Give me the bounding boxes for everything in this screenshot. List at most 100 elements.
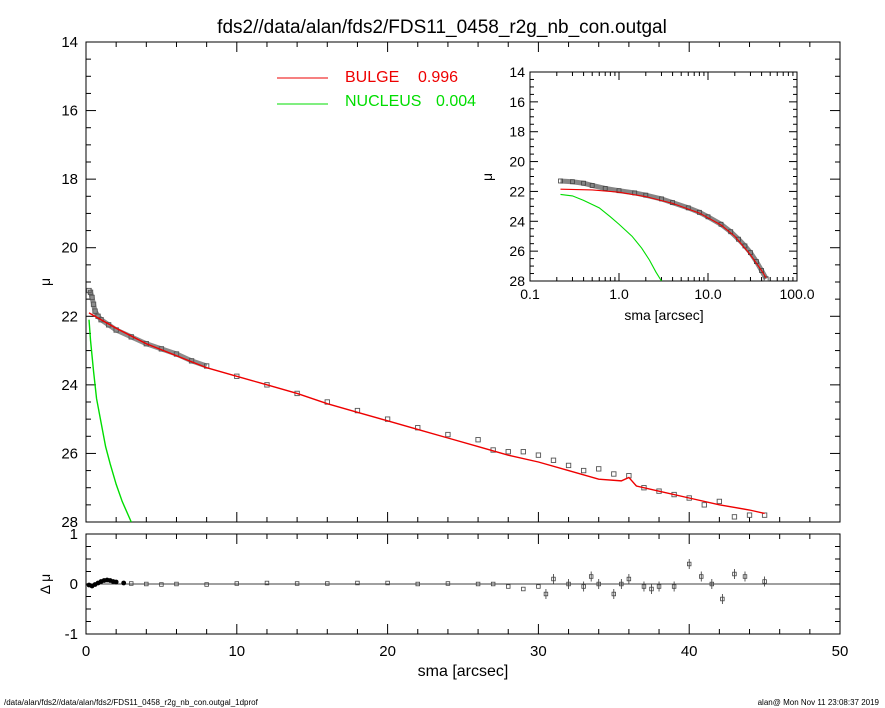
residual-point	[543, 591, 549, 597]
residual-point	[325, 581, 330, 586]
inset-plot-frame	[529, 71, 798, 282]
residual-x-axis-label: sma [arcsec]	[418, 663, 509, 680]
inset-panel: 14 16 18 20 22 24 26 28 0.1 1.0 10.0 100.0 μ sma […	[479, 64, 815, 323]
residual-ticks	[85, 533, 841, 635]
residual-point	[415, 581, 420, 587]
chart-title: fds2//data/alan/fds2/FDS11_0458_r2g_nb_c…	[217, 17, 667, 38]
main-y-tick-label: 20	[61, 240, 78, 257]
main-y-tick-labels: 14 16 18 20 22 24 26 28	[61, 34, 78, 531]
residual-point	[641, 584, 647, 589]
inset-x-tick-labels: 0.1 1.0 10.0 100.0	[520, 286, 814, 302]
residual-point	[581, 584, 586, 589]
residual-point	[671, 584, 677, 589]
legend: BULGE 0.996 NUCLEUS 0.004	[277, 69, 476, 110]
main-y-tick-label: 14	[61, 34, 78, 51]
main-y-tick-label: 18	[61, 171, 78, 188]
residual-points	[86, 559, 767, 604]
residual-point	[129, 581, 134, 586]
main-y-tick-label: 24	[61, 377, 78, 394]
residual-point	[475, 581, 481, 587]
main-observed-point	[143, 341, 149, 347]
main-y-axis-label: μ	[37, 278, 53, 286]
residual-point	[490, 581, 496, 587]
residual-point	[732, 571, 737, 577]
residual-point	[720, 596, 725, 602]
main-observed-point	[520, 449, 526, 455]
residual-point	[521, 586, 526, 592]
main-y-tick-label: 22	[61, 308, 78, 325]
residual-point	[687, 561, 692, 567]
inset-observed-point	[589, 183, 595, 188]
residual-point	[264, 580, 270, 586]
residual-point	[619, 581, 624, 587]
main-observed-point	[746, 512, 753, 518]
residual-point	[762, 579, 767, 584]
main-observed-point	[90, 301, 97, 307]
inset-observed-point	[581, 180, 586, 186]
main-observed-point	[701, 502, 707, 508]
residual-point	[174, 581, 179, 587]
residual-point	[611, 591, 616, 597]
inset-y-tick-label: 26	[509, 243, 525, 259]
residual-point	[626, 576, 632, 582]
legend-nucleus-name: NUCLEUS	[345, 93, 421, 110]
residual-point	[506, 584, 511, 589]
main-model-series	[88, 312, 765, 523]
inset-series-nucleus-line	[560, 193, 662, 282]
main-observed-point	[475, 437, 481, 443]
inset-x-axis-label: sma [arcsec]	[624, 307, 703, 323]
residual-point	[294, 581, 300, 586]
inset-y-tick-label: 28	[509, 273, 525, 289]
residual-x-tick-labels: 0 10 20 30 40 50	[82, 643, 849, 660]
residual-point	[536, 584, 541, 589]
main-observed-point	[716, 498, 723, 505]
inset-observed-point	[570, 179, 575, 185]
residual-x-tick-label: 30	[530, 643, 547, 660]
inset-model-series	[560, 188, 767, 282]
footer-left: /data/alan/fds2//data/alan/fds2/FDS11_04…	[4, 698, 258, 707]
main-series-nucleus-line	[88, 319, 132, 523]
inset-y-tick-labels: 14 16 18 20 22 24 26 28	[509, 64, 525, 289]
inset-observed-points	[558, 178, 769, 282]
main-observed-point	[87, 289, 94, 295]
residual-point	[355, 580, 360, 586]
inset-y-axis-label: μ	[479, 173, 495, 181]
residual-panel: 10-1 0 10 20 30 40 50 Δ μ sma [arcsec]	[37, 526, 848, 680]
main-observed-point	[611, 471, 617, 477]
inset-observed-point	[558, 178, 563, 184]
main-observed-point	[98, 317, 104, 323]
main-observed-point	[535, 452, 542, 458]
residual-y-tick-labels: 1 0 -1	[65, 526, 78, 643]
main-observed-point	[445, 431, 451, 438]
inset-observed-point	[763, 276, 769, 282]
residual-point	[204, 582, 209, 587]
residual-x-tick-label: 50	[832, 643, 849, 660]
inset-y-tick-label: 18	[509, 124, 525, 140]
residual-point	[144, 581, 149, 587]
inset-observed-point	[602, 186, 608, 191]
main-observed-point	[92, 308, 98, 314]
residual-x-tick-label: 10	[228, 643, 245, 660]
legend-bulge-name: BULGE	[345, 69, 399, 86]
main-y-tick-label: 28	[61, 514, 78, 531]
main-observed-point	[565, 462, 572, 469]
inset-x-tick-label: 100.0	[779, 286, 814, 302]
inset-y-tick-label: 16	[509, 94, 525, 110]
inset-x-tick-label: 10.0	[694, 286, 721, 302]
main-observed-point	[505, 449, 511, 455]
legend-bulge-value: 0.996	[418, 69, 458, 86]
residual-point	[113, 579, 119, 585]
main-observed-point	[580, 467, 587, 474]
residual-point	[656, 584, 662, 589]
inset-y-tick-label: 24	[509, 213, 525, 229]
main-observed-point	[86, 287, 92, 294]
residual-point	[566, 581, 571, 587]
inset-series-bulge-line	[560, 188, 767, 279]
residual-y-tick-label: 1	[70, 526, 78, 543]
main-y-tick-label: 26	[61, 445, 78, 462]
inset-y-tick-label: 14	[509, 64, 525, 80]
main-observed-point	[550, 457, 557, 463]
residual-y-tick-label: -1	[65, 626, 78, 643]
residual-point	[588, 574, 594, 579]
